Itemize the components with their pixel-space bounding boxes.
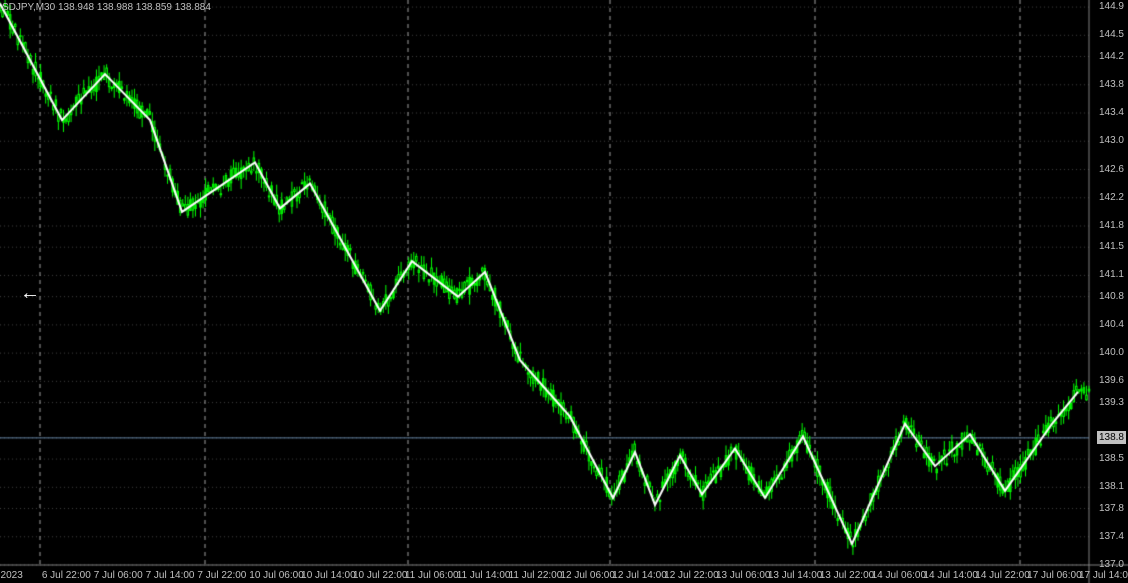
x-tick-label: 7 Jul 14:00 xyxy=(146,570,195,581)
x-tick-label: ul 2023 xyxy=(0,570,23,581)
x-tick-label: 17 Jul 14:00 xyxy=(1079,570,1128,581)
y-tick-label: 137.8 xyxy=(1099,503,1124,514)
symbol-ohlc-label: SDJPY,M30 138.948 138.988 138.859 138.88… xyxy=(2,2,211,13)
x-tick-label: 12 Jul 14:00 xyxy=(612,570,667,581)
chart-window[interactable]: SDJPY,M30 138.948 138.988 138.859 138.88… xyxy=(0,0,1128,583)
y-tick-label: 141.8 xyxy=(1099,220,1124,231)
y-tick-label: 143.0 xyxy=(1099,135,1124,146)
x-tick-label: 14 Jul 22:00 xyxy=(975,570,1030,581)
x-tick-label: 6 Jul 22:00 xyxy=(42,570,91,581)
x-tick-label: 14 Jul 14:00 xyxy=(923,570,978,581)
x-tick-label: 14 Jul 06:00 xyxy=(872,570,927,581)
x-tick-label: 11 Jul 22:00 xyxy=(509,570,563,581)
current-price-tag: 138.8 xyxy=(1097,431,1126,444)
y-tick-label: 144.9 xyxy=(1099,1,1124,12)
y-tick-label: 139.3 xyxy=(1099,397,1124,408)
y-tick-label: 144.2 xyxy=(1099,51,1124,62)
y-tick-label: 140.4 xyxy=(1099,319,1124,330)
y-tick-label: 141.1 xyxy=(1099,269,1124,280)
y-tick-label: 138.5 xyxy=(1099,453,1124,464)
x-tick-label: 7 Jul 06:00 xyxy=(94,570,143,581)
y-tick-label: 141.5 xyxy=(1099,241,1124,252)
x-tick-label: 10 Jul 06:00 xyxy=(249,570,304,581)
x-tick-label: 12 Jul 06:00 xyxy=(560,570,615,581)
x-tick-label: 17 Jul 06:00 xyxy=(1027,570,1082,581)
x-tick-label: 11 Jul 06:00 xyxy=(405,570,459,581)
price-chart-canvas[interactable] xyxy=(0,0,1128,583)
y-tick-label: 140.8 xyxy=(1099,291,1124,302)
x-tick-label: 10 Jul 14:00 xyxy=(301,570,356,581)
x-tick-label: 7 Jul 22:00 xyxy=(197,570,246,581)
y-tick-label: 143.4 xyxy=(1099,107,1124,118)
x-tick-label: 13 Jul 14:00 xyxy=(768,570,823,581)
y-tick-label: 143.8 xyxy=(1099,79,1124,90)
y-tick-label: 137.4 xyxy=(1099,531,1124,542)
y-tick-label: 144.5 xyxy=(1099,29,1124,40)
x-tick-label: 11 Jul 14:00 xyxy=(457,570,511,581)
y-tick-label: 139.6 xyxy=(1099,375,1124,386)
y-tick-label: 137.0 xyxy=(1099,559,1124,570)
y-tick-label: 138.1 xyxy=(1099,481,1124,492)
x-tick-label: 10 Jul 22:00 xyxy=(353,570,408,581)
y-tick-label: 142.2 xyxy=(1099,192,1124,203)
x-tick-label: 13 Jul 22:00 xyxy=(820,570,875,581)
x-tick-label: 12 Jul 22:00 xyxy=(664,570,719,581)
y-tick-label: 140.0 xyxy=(1099,347,1124,358)
y-tick-label: 142.6 xyxy=(1099,164,1124,175)
back-arrow-icon[interactable]: ← xyxy=(20,282,40,305)
x-tick-label: 13 Jul 06:00 xyxy=(716,570,771,581)
